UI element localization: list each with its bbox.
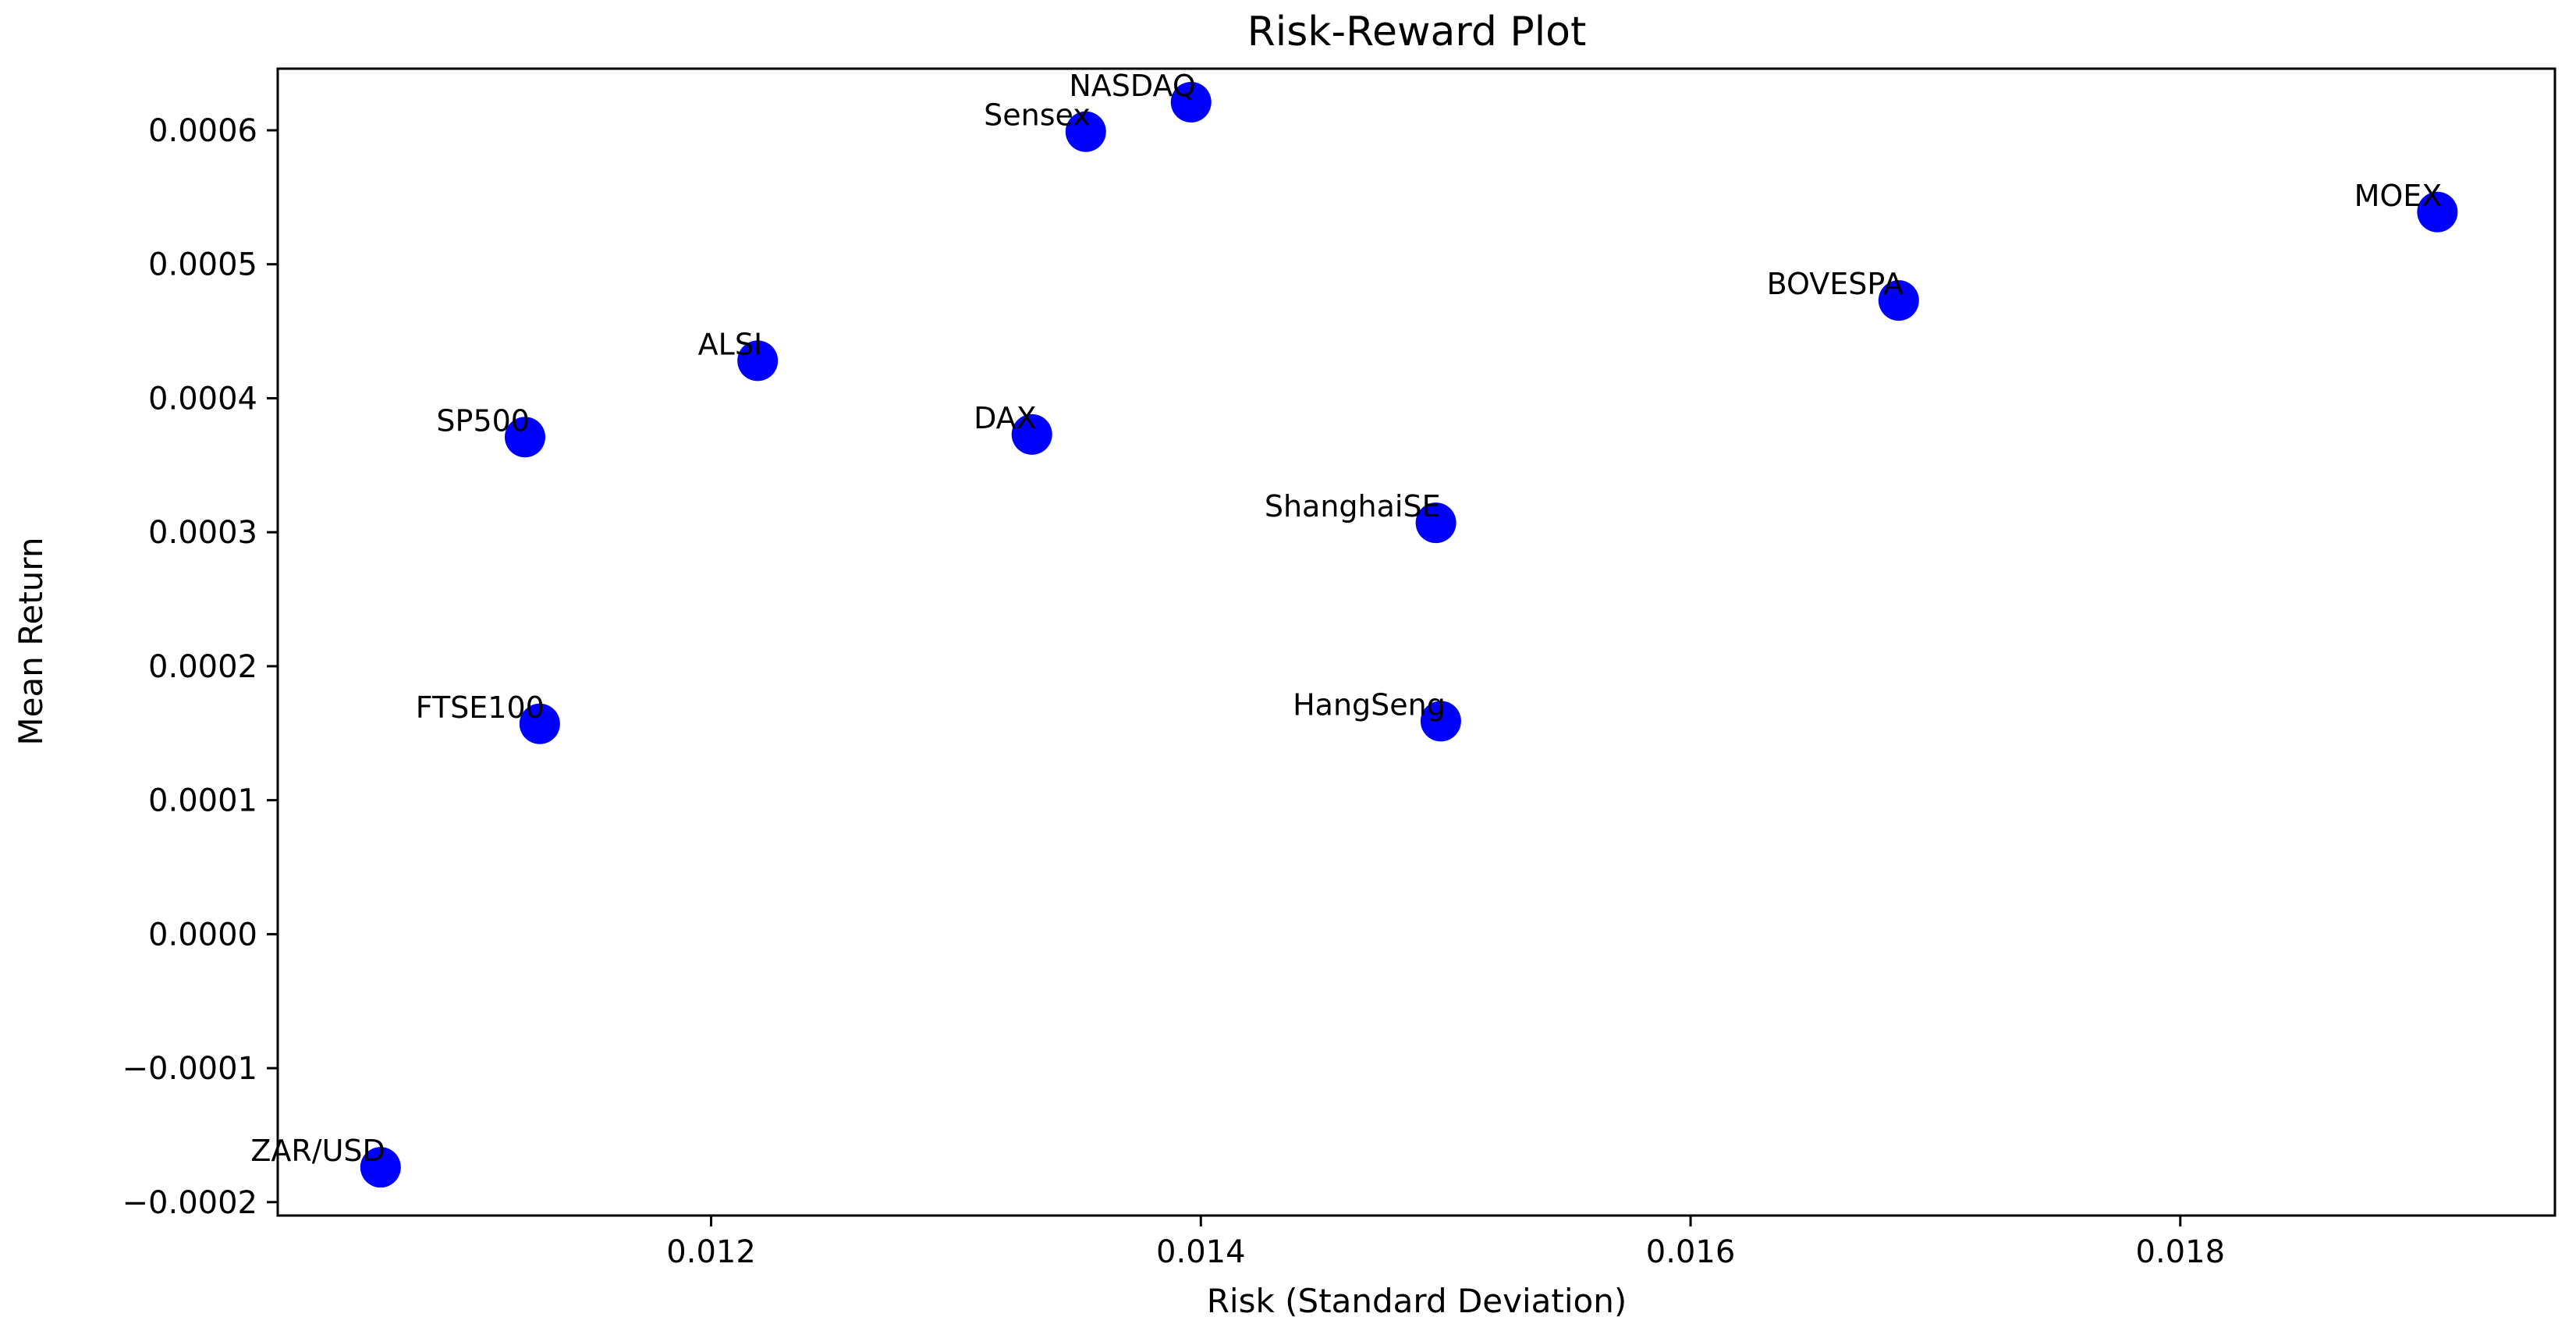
point-label: HangSeng: [1293, 687, 1446, 722]
y-tick-label: 0.0006: [148, 113, 257, 149]
data-point-group: NASDAQ: [1069, 69, 1212, 122]
data-point: [1170, 81, 1212, 122]
y-tick-label: 0.0004: [148, 381, 257, 417]
data-point-group: Sensex: [984, 98, 1106, 152]
data-point: [505, 417, 546, 458]
data-point: [1011, 413, 1052, 455]
data-point: [1420, 701, 1461, 742]
point-label: FTSE100: [416, 690, 545, 725]
y-tick-label: −0.0002: [122, 1185, 257, 1221]
data-point: [2417, 191, 2458, 232]
data-point-group: ALSI: [698, 327, 779, 382]
data-point: [360, 1147, 401, 1188]
data-point: [1878, 280, 1919, 321]
x-axis-label: Risk (Standard Deviation): [1207, 1282, 1627, 1320]
x-axis: 0.012 0.014 0.016 0.018: [666, 1216, 2225, 1270]
data-point-group: HangSeng: [1293, 687, 1461, 742]
data-point-group: ZAR/USD: [250, 1134, 401, 1188]
point-label: ZAR/USD: [250, 1134, 385, 1168]
x-tick-label: 0.016: [1646, 1234, 1736, 1270]
data-point-group: SP500: [436, 403, 546, 458]
x-tick-label: 0.012: [666, 1234, 756, 1270]
point-label: NASDAQ: [1069, 69, 1195, 103]
data-point-group: BOVESPA: [1767, 267, 1919, 321]
data-point: [737, 340, 779, 382]
point-label: MOEX: [2354, 179, 2443, 213]
y-tick-label: 0.0000: [148, 917, 257, 953]
x-tick-label: 0.018: [2136, 1234, 2226, 1270]
data-point-group: MOEX: [2354, 179, 2458, 232]
point-label: SP500: [436, 403, 530, 438]
data-point: [1065, 111, 1106, 152]
point-label: Sensex: [984, 98, 1091, 133]
data-point-group: DAX: [974, 401, 1052, 455]
y-axis: −0.0002 −0.0001 0.0000 0.0001 0.0002 0.0003 0.…: [122, 113, 278, 1221]
y-tick-label: 0.0005: [148, 247, 257, 283]
y-tick-label: −0.0001: [122, 1051, 257, 1087]
data-point: [519, 703, 560, 744]
y-tick-label: 0.0001: [148, 783, 257, 819]
point-label: DAX: [974, 401, 1037, 435]
chart-title: Risk-Reward Plot: [1247, 9, 1587, 55]
y-axis-label: Mean Return: [12, 537, 50, 745]
point-label: ALSI: [698, 327, 763, 361]
point-label: BOVESPA: [1767, 267, 1904, 301]
x-tick-label: 0.014: [1156, 1234, 1246, 1270]
data-point: [1415, 502, 1457, 544]
data-point-group: ShanghaiSE: [1265, 489, 1457, 544]
plot-frame: [276, 67, 2556, 1217]
y-tick-label: 0.0003: [148, 515, 257, 551]
point-label: ShanghaiSE: [1265, 489, 1441, 524]
data-point-group: FTSE100: [416, 690, 560, 744]
y-tick-label: 0.0002: [148, 649, 257, 685]
